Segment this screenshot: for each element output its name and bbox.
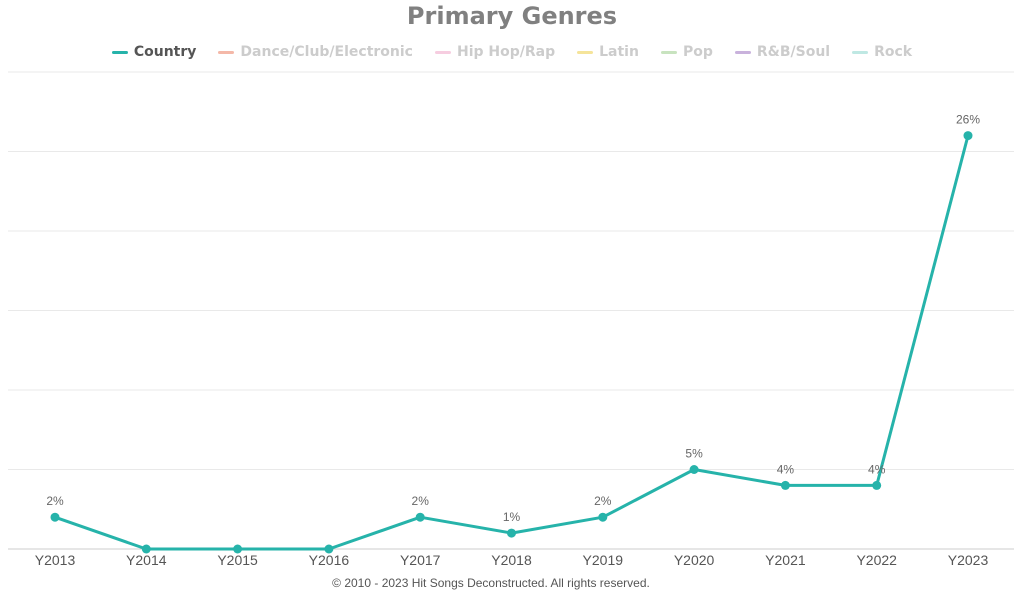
legend-swatch-pop <box>660 50 677 54</box>
x-tick-label: Y2019 <box>583 552 624 568</box>
legend-item-rock[interactable]: Rock <box>852 42 912 62</box>
legend-item-country[interactable]: Country <box>111 42 197 62</box>
x-tick-label: Y2016 <box>309 552 350 568</box>
x-tick-label: Y2021 <box>765 552 806 568</box>
legend-item-dance-club-electronic[interactable]: Dance/Club/Electronic <box>218 42 413 62</box>
data-point[interactable] <box>415 512 425 522</box>
legend-swatch-hip-hop-rap <box>434 50 451 54</box>
x-tick-label: Y2023 <box>948 552 989 568</box>
legend-swatch-rock <box>852 50 869 54</box>
legend-swatch-r-and-b-soul <box>734 50 751 54</box>
data-point[interactable] <box>963 131 973 141</box>
series-country <box>50 131 973 554</box>
gridlines <box>8 71 1014 470</box>
data-label: 4% <box>777 462 795 476</box>
x-tick-label: Y2014 <box>126 552 167 568</box>
series-line-country <box>53 134 970 551</box>
data-label: 5% <box>685 447 703 461</box>
legend: Country Dance/Club/Electronic Hip Hop/Ra… <box>0 42 1024 62</box>
legend-swatch-latin <box>577 50 594 54</box>
x-tick-label: Y2013 <box>35 552 76 568</box>
legend-item-hip-hop-rap[interactable]: Hip Hop/Rap <box>434 42 556 62</box>
data-point[interactable] <box>689 465 699 474</box>
data-point[interactable] <box>233 544 243 554</box>
legend-swatch-country <box>111 50 128 54</box>
legend-label-country: Country <box>133 44 197 60</box>
copyright-footer: © 2010 - 2023 Hit Songs Deconstructed. A… <box>332 576 650 590</box>
data-label: 26% <box>956 113 980 127</box>
legend-label-rock: Rock <box>874 44 913 60</box>
x-tick-label: Y2015 <box>217 552 258 568</box>
legend-label-latin: Latin <box>599 44 639 60</box>
legend-label-r-and-b-soul: R&B/Soul <box>756 44 831 60</box>
x-tick-label: Y2017 <box>400 552 441 568</box>
data-point[interactable] <box>507 528 516 538</box>
x-tick-label: Y2020 <box>674 552 715 568</box>
data-point[interactable] <box>141 544 151 554</box>
data-point[interactable] <box>50 512 60 522</box>
data-label: 1% <box>503 510 521 524</box>
legend-item-r-and-b-soul[interactable]: R&B/Soul <box>734 42 831 62</box>
chart-title: Primary Genres <box>406 2 618 30</box>
legend-label-dance-club-electronic: Dance/Club/Electronic <box>240 44 413 60</box>
x-tick-label: Y2022 <box>856 552 897 568</box>
data-label: 2% <box>594 494 612 508</box>
legend-swatch-dance-club-electronic <box>218 50 235 54</box>
data-label: 4% <box>868 462 886 476</box>
legend-label-hip-hop-rap: Hip Hop/Rap <box>456 44 556 60</box>
x-axis: Y2013 Y2014 Y2015 Y2016 Y2017 Y2018 Y2019 Y2020… <box>8 548 1014 568</box>
data-point[interactable] <box>598 512 608 522</box>
data-label: 2% <box>412 494 430 508</box>
data-point[interactable] <box>780 480 790 490</box>
data-label: 2% <box>46 494 64 508</box>
legend-label-pop: Pop <box>682 44 713 60</box>
x-tick-label: Y2018 <box>491 552 532 568</box>
data-labels: 2% 2% 1% 2% 5% 4% 4% 26% <box>46 113 980 524</box>
data-point[interactable] <box>324 544 334 554</box>
data-point[interactable] <box>872 480 882 490</box>
legend-item-pop[interactable]: Pop <box>660 42 713 62</box>
legend-item-latin[interactable]: Latin <box>577 42 639 62</box>
